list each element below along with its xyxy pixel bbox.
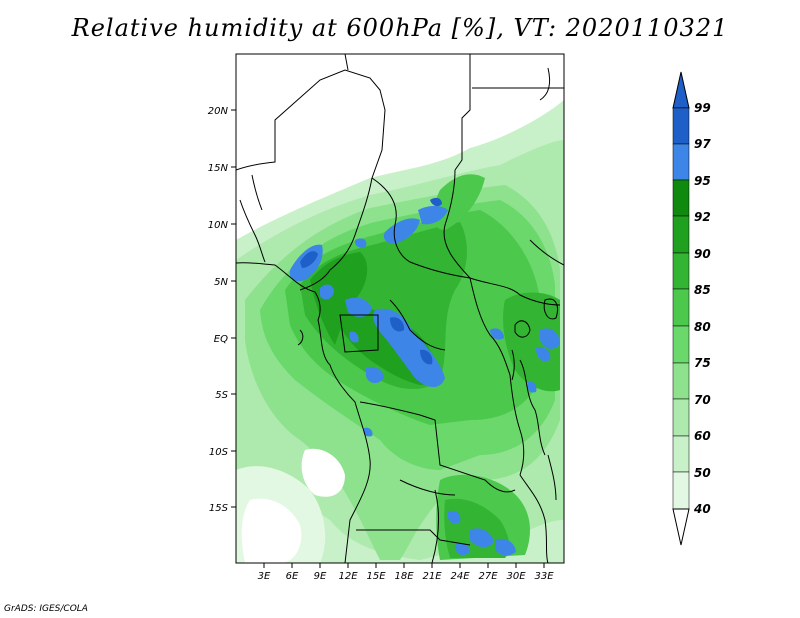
colorbar-seg-60-70: [672, 398, 690, 437]
lon-label-33e: 33E: [534, 571, 554, 582]
lakes: [511, 298, 559, 381]
colorbar-label-99: 99: [694, 101, 711, 115]
lon-label-15e: 15E: [366, 571, 386, 582]
colorbar-label-95: 95: [694, 174, 711, 188]
colorbar-label-85: 85: [694, 283, 711, 297]
colorbar-top-triangle: [672, 71, 690, 109]
lon-label-30e: 30E: [506, 571, 526, 582]
lon-label-21e: 21E: [422, 571, 442, 582]
colorbar-bottom-triangle: [672, 508, 690, 546]
colorbar-label-80: 80: [694, 320, 711, 334]
colorbar-label-90: 90: [694, 247, 711, 261]
rh-contours: [236, 100, 564, 563]
lon-label-6e: 6E: [286, 571, 299, 582]
map-title: Relative humidity at 600hPa [%], VT: 202…: [71, 14, 729, 42]
colorbar-seg-50-60: [672, 435, 690, 473]
colorbar-label-40: 40: [693, 502, 711, 516]
colorbar-seg-90-92: [672, 215, 690, 254]
colorbar-seg-75-80: [672, 325, 690, 364]
lon-label-24e: 24E: [450, 571, 470, 582]
colorbar-seg-92-95: [672, 179, 690, 217]
lat-label-5s: 5S: [215, 390, 228, 401]
lon-label-3e: 3E: [258, 571, 271, 582]
colorbar-label-92: 92: [694, 210, 711, 224]
country-borders: [236, 54, 564, 563]
colorbar-seg-80-85: [672, 288, 690, 327]
lat-label-eq: EQ: [214, 334, 228, 345]
grads-credit: GrADS: IGES/COLA: [4, 604, 88, 614]
colorbar-seg-95-97: [672, 143, 690, 181]
colorbar-seg-97-99: [672, 107, 690, 145]
lat-label-10n: 10N: [208, 220, 229, 231]
colorbar-label-75: 75: [694, 356, 711, 370]
colorbar-label-97: 97: [694, 137, 711, 151]
rh-maxima: [289, 197, 560, 556]
lon-label-27e: 27E: [478, 571, 498, 582]
lon-label-18e: 18E: [394, 571, 414, 582]
lat-label-15s: 15S: [209, 503, 229, 514]
map-frame: [235, 53, 565, 564]
colorbar: [672, 71, 690, 546]
lon-axis: [263, 563, 545, 568]
humidity-map: [236, 54, 564, 563]
lon-label-9e: 9E: [314, 571, 327, 582]
lat-label-15n: 15N: [208, 163, 229, 174]
lat-label-5n: 5N: [214, 277, 228, 288]
colorbar-label-70: 70: [694, 393, 711, 407]
colorbar-seg-70-75: [672, 362, 690, 400]
colorbar-label-60: 60: [694, 429, 711, 443]
lon-label-12e: 12E: [338, 571, 358, 582]
lat-label-10s: 10S: [209, 447, 229, 458]
colorbar-seg-40-50: [672, 471, 690, 510]
colorbar-label-50: 50: [694, 466, 711, 480]
lat-axis: [231, 109, 236, 508]
colorbar-seg-85-90: [672, 252, 690, 290]
lat-label-20n: 20N: [208, 106, 229, 117]
